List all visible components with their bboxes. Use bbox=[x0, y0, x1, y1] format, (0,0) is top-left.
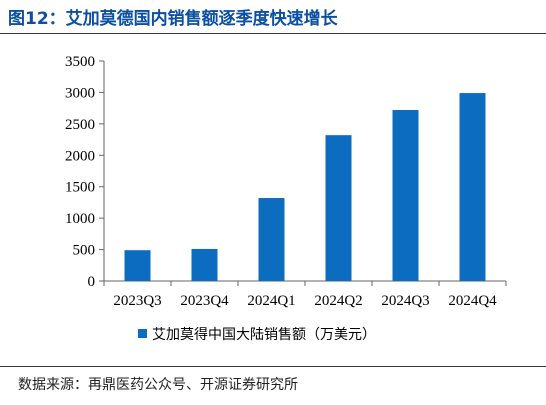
legend: 艾加莫得中国大陆销售额（万美元） bbox=[138, 326, 376, 343]
title-divider bbox=[0, 33, 546, 34]
y-axis: 0 500 1000 1500 2000 2500 3000 3500 bbox=[65, 54, 105, 290]
x-tick-label: 2023Q3 bbox=[113, 293, 161, 309]
legend-swatch bbox=[138, 329, 147, 338]
y-tick-label: 2500 bbox=[65, 117, 95, 133]
source-note: 数据来源：再鼎医药公众号、开源证券研究所 bbox=[18, 377, 298, 393]
bar bbox=[325, 135, 352, 281]
y-tick-label: 2000 bbox=[65, 148, 95, 164]
y-tick-label: 1500 bbox=[65, 180, 95, 196]
bar bbox=[191, 248, 218, 281]
y-tick-label: 500 bbox=[73, 243, 96, 259]
bar-series bbox=[124, 93, 486, 282]
x-tick-label: 2024Q3 bbox=[381, 293, 429, 309]
x-tick-label: 2024Q4 bbox=[448, 293, 497, 309]
bar bbox=[124, 250, 151, 281]
y-tick-label: 3000 bbox=[65, 85, 95, 101]
y-tick-label: 3500 bbox=[65, 54, 95, 70]
legend-label: 艾加莫得中国大陆销售额（万美元） bbox=[152, 326, 376, 343]
figure-title: 图12：艾加莫德国内销售额逐季度快速增长 bbox=[8, 9, 338, 29]
bar bbox=[392, 110, 419, 282]
x-tick-label: 2024Q1 bbox=[247, 293, 295, 309]
bar bbox=[258, 198, 285, 281]
x-tick-label: 2023Q4 bbox=[180, 293, 229, 309]
bar bbox=[459, 93, 486, 281]
y-tick-label: 1000 bbox=[65, 211, 95, 227]
x-tick-label: 2024Q2 bbox=[314, 293, 362, 309]
x-axis: 2023Q3 2023Q4 2024Q1 2024Q2 2024Q3 2024Q4 bbox=[103, 280, 507, 309]
y-tick-label: 0 bbox=[88, 274, 96, 290]
source-divider bbox=[0, 366, 546, 367]
